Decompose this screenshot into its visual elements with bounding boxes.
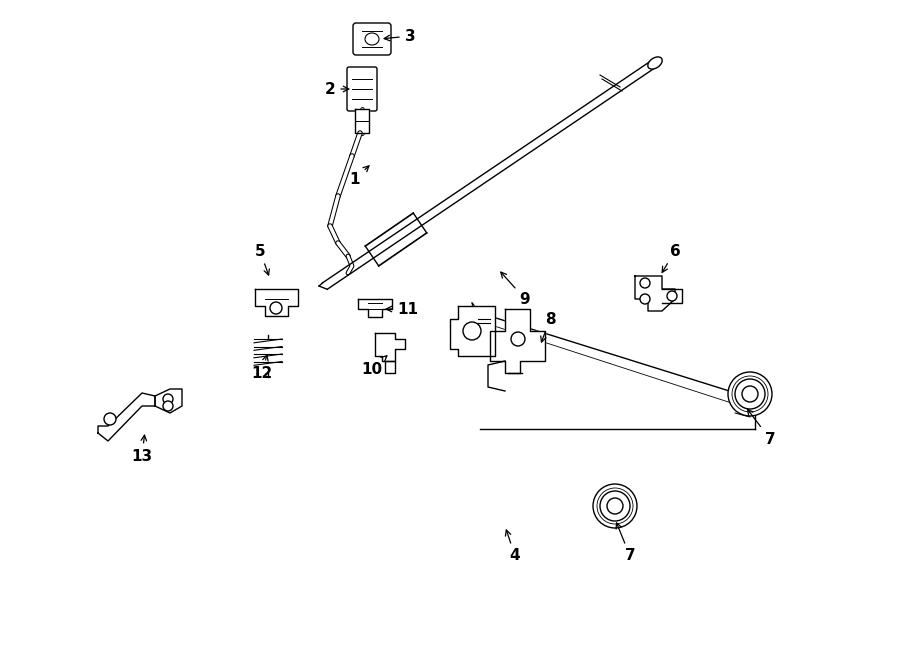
Circle shape: [742, 386, 758, 402]
Circle shape: [728, 372, 772, 416]
Text: 8: 8: [541, 311, 555, 342]
Text: 11: 11: [386, 301, 418, 317]
Circle shape: [511, 332, 525, 346]
Circle shape: [163, 401, 173, 411]
Circle shape: [640, 294, 650, 304]
Text: 5: 5: [255, 243, 269, 275]
Text: 1: 1: [350, 166, 369, 186]
Text: 7: 7: [616, 523, 635, 563]
Polygon shape: [385, 361, 395, 373]
Circle shape: [593, 484, 637, 528]
Text: 12: 12: [251, 355, 273, 381]
Text: 6: 6: [662, 243, 680, 272]
Circle shape: [735, 379, 765, 409]
Circle shape: [640, 278, 650, 288]
Polygon shape: [635, 276, 675, 311]
Circle shape: [463, 322, 481, 340]
Text: 3: 3: [384, 28, 415, 44]
Ellipse shape: [365, 33, 379, 45]
Circle shape: [163, 394, 173, 404]
Text: 9: 9: [500, 272, 530, 307]
FancyBboxPatch shape: [353, 23, 391, 55]
Text: 4: 4: [506, 530, 520, 563]
Polygon shape: [255, 289, 298, 316]
Polygon shape: [490, 309, 545, 373]
Polygon shape: [358, 299, 392, 317]
FancyBboxPatch shape: [347, 67, 377, 111]
Circle shape: [270, 302, 282, 314]
Circle shape: [104, 413, 116, 425]
Polygon shape: [355, 109, 369, 133]
Polygon shape: [450, 306, 495, 356]
Circle shape: [607, 498, 623, 514]
Polygon shape: [375, 333, 405, 361]
Text: 7: 7: [748, 409, 775, 446]
Polygon shape: [488, 361, 505, 391]
Text: 13: 13: [131, 435, 153, 463]
Circle shape: [600, 491, 630, 521]
Polygon shape: [155, 389, 182, 413]
Circle shape: [667, 291, 677, 301]
Text: 10: 10: [362, 356, 387, 377]
Text: 2: 2: [325, 81, 349, 97]
Polygon shape: [662, 289, 682, 303]
Ellipse shape: [648, 57, 662, 69]
Polygon shape: [98, 393, 155, 441]
